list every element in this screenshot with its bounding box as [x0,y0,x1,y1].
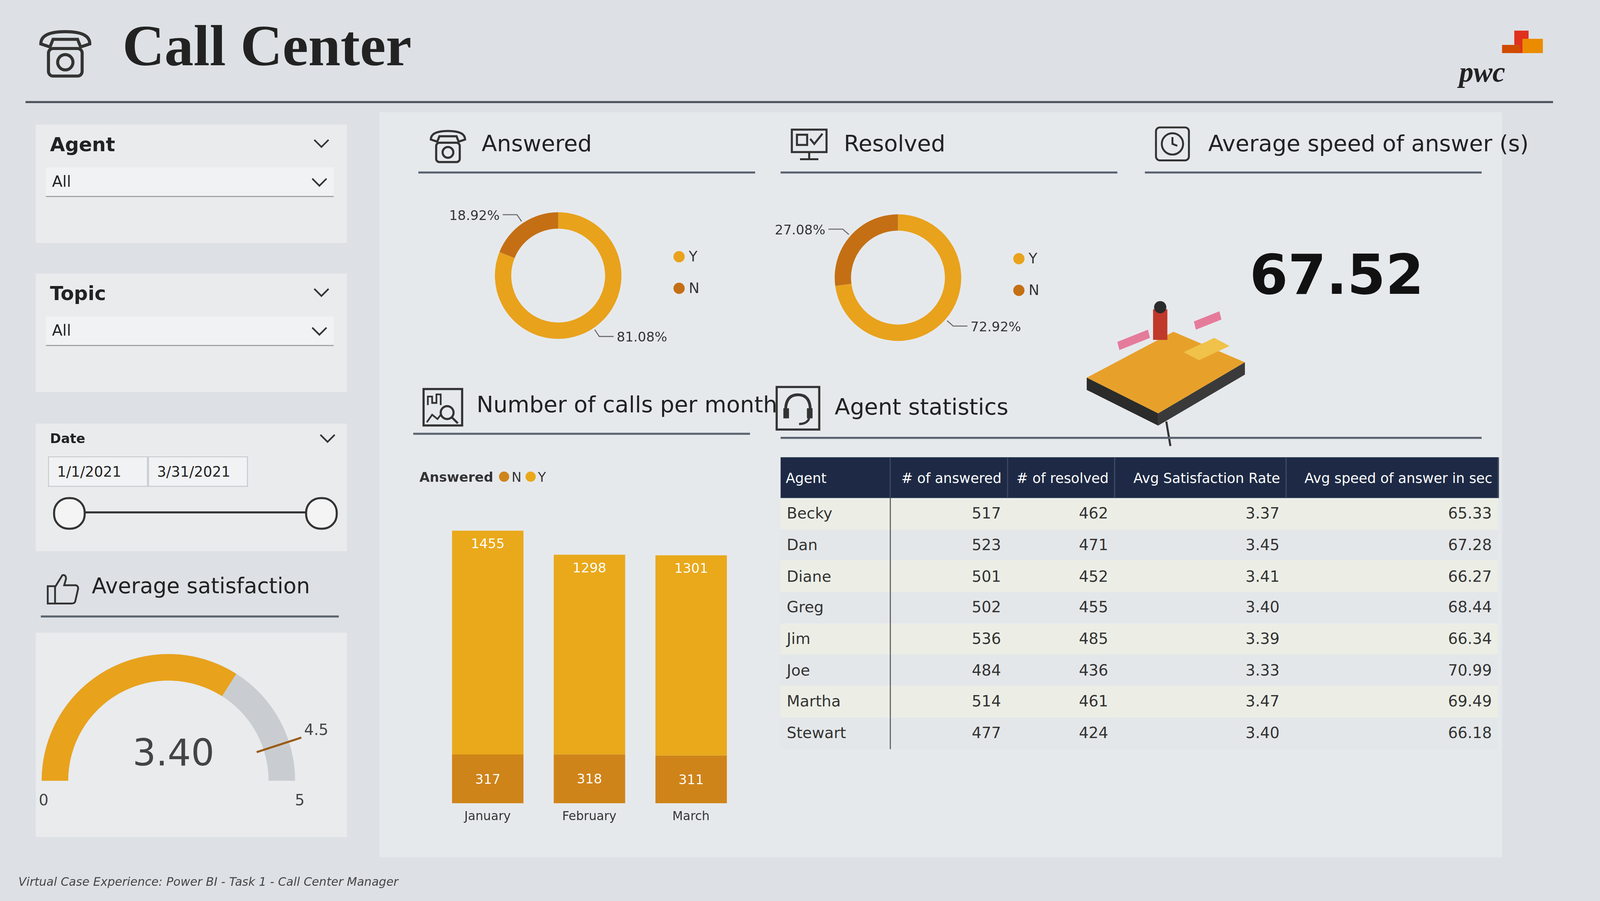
html-text:Y: Y [688,247,698,265]
html-text:N: N [511,468,522,485]
html-text:517: 517 [971,504,1002,523]
html-text:# of resolved: # of resolved [1016,469,1109,486]
html-text:67.52: 67.52 [1249,242,1424,308]
html-text:452: 452 [1078,567,1109,586]
html-text:69.49: 69.49 [1448,692,1492,711]
html-text:Answered: Answered [481,130,592,157]
svg-text:1298: 1298 [572,559,607,576]
html-text:3.40: 3.40 [1245,598,1280,617]
html-text:pwc: pwc [1459,56,1506,88]
html-text:0: 0 [38,790,49,810]
html-text:3.47: 3.47 [1245,692,1280,711]
html-text:70.99: 70.99 [1448,661,1492,680]
html-text:Call Center: Call Center [122,13,412,78]
svg-text:18.92%: 18.92% [449,207,500,224]
svg-text:March: March [672,808,710,823]
html-text:Agent: Agent [785,469,827,486]
html-text:3.33: 3.33 [1245,661,1280,680]
html-text:3.40: 3.40 [132,731,215,774]
svg-text:January: January [463,808,511,823]
html-text:4.5: 4.5 [304,720,329,739]
html-text:N: N [1028,281,1040,298]
html-text:66.34: 66.34 [1448,629,1492,649]
html-text:Martha: Martha [786,692,841,711]
html-text:Stewart: Stewart [786,723,847,742]
html-text:485: 485 [1078,629,1109,649]
svg-text:1455: 1455 [470,535,505,552]
html-text:501: 501 [971,567,1002,586]
svg-text:317: 317 [475,771,501,787]
html-text:461: 461 [1078,692,1109,711]
html-text:3/31/2021: 3/31/2021 [157,463,231,480]
html-text:424: 424 [1078,723,1109,742]
html-text:3.41: 3.41 [1245,567,1280,586]
html-text:514: 514 [971,692,1002,711]
html-text:Dan: Dan [786,535,818,555]
html-text:All: All [52,172,72,191]
html-text:Answered: Answered [419,468,494,485]
html-text:Jim: Jim [786,629,811,649]
html-text:Average satisfaction: Average satisfaction [91,573,310,598]
html-text:Average speed of answer (s): Average speed of answer (s) [1208,130,1529,157]
html-text:67.28: 67.28 [1448,535,1492,555]
html-text:65.33: 65.33 [1448,504,1492,523]
html-text:Greg: Greg [786,598,824,617]
html-text:436: 436 [1078,661,1109,680]
html-text:455: 455 [1078,598,1109,617]
svg-text:1301: 1301 [674,560,708,576]
html-text:N: N [688,279,700,296]
html-text:3.40: 3.40 [1245,723,1280,742]
html-text:3.45: 3.45 [1245,535,1280,555]
svg-text:72.92%: 72.92% [970,318,1022,335]
html-text:3.37: 3.37 [1245,504,1280,523]
html-text:462: 462 [1078,504,1109,523]
html-text:Date: Date [50,430,86,446]
html-text:All: All [52,321,72,340]
html-text:477: 477 [971,723,1002,742]
html-text:Y: Y [1028,250,1038,267]
html-text:Agent: Agent [50,132,116,156]
svg-text:311: 311 [678,771,704,788]
html-text:66.18: 66.18 [1448,723,1492,742]
html-text:1/1/2021: 1/1/2021 [57,463,122,480]
html-text:Y: Y [537,468,547,485]
svg-text:27.08%: 27.08% [775,221,826,238]
html-text:3.39: 3.39 [1245,629,1280,649]
html-text:536: 536 [971,629,1002,649]
html-text:Virtual Case Experience: Power: Virtual Case Experience: Power BI - Task… [18,874,399,889]
svg-text:81.08%: 81.08% [616,328,668,345]
html-text:Avg speed of answer in sec: Avg speed of answer in sec [1304,469,1493,486]
html-text:Avg Satisfaction Rate: Avg Satisfaction Rate [1133,469,1281,486]
html-text:Diane: Diane [786,567,832,586]
html-text:Resolved: Resolved [843,130,946,157]
html-text:68.44: 68.44 [1448,598,1492,617]
html-text:Joe: Joe [786,661,811,680]
html-text:Number of calls per month: Number of calls per month [476,391,778,418]
html-text:523: 523 [971,535,1002,555]
html-text:5: 5 [294,790,305,810]
html-text:471: 471 [1078,535,1109,555]
svg-text:318: 318 [576,770,603,787]
html-text:Agent statistics: Agent statistics [834,393,1009,420]
html-text:Topic: Topic [50,281,106,305]
html-text:Becky: Becky [786,504,833,523]
html-text:484: 484 [971,661,1002,680]
html-text:66.27: 66.27 [1448,567,1492,586]
html-text:502: 502 [971,598,1002,617]
svg-text:February: February [562,808,617,823]
html-text:# of answered: # of answered [901,469,1002,486]
